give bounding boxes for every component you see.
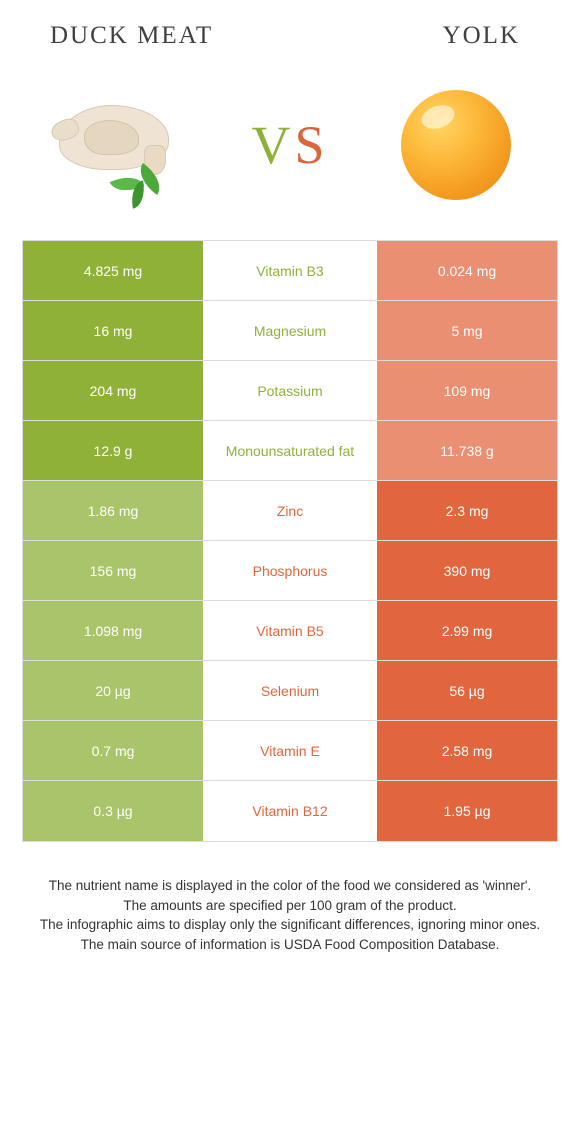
nutrient-label: Phosphorus: [203, 541, 377, 600]
right-value: 2.58 mg: [377, 721, 557, 780]
left-value: 0.7 mg: [23, 721, 203, 780]
right-value: 2.3 mg: [377, 481, 557, 540]
right-value: 109 mg: [377, 361, 557, 420]
table-row: 0.7 mgVitamin E2.58 mg: [23, 721, 557, 781]
food-right-title: YOLK: [443, 22, 520, 50]
left-value: 1.86 mg: [23, 481, 203, 540]
table-row: 1.86 mgZinc2.3 mg: [23, 481, 557, 541]
left-value: 0.3 µg: [23, 781, 203, 841]
vs-v: V: [251, 115, 294, 175]
left-value: 16 mg: [23, 301, 203, 360]
footer-line: The infographic aims to display only the…: [32, 915, 548, 935]
footer-line: The nutrient name is displayed in the co…: [32, 876, 548, 896]
left-value: 204 mg: [23, 361, 203, 420]
left-value: 20 µg: [23, 661, 203, 720]
left-value: 12.9 g: [23, 421, 203, 480]
nutrient-label: Vitamin B3: [203, 241, 377, 300]
table-row: 12.9 gMonounsaturated fat11.738 g: [23, 421, 557, 481]
table-row: 1.098 mgVitamin B52.99 mg: [23, 601, 557, 661]
table-row: 204 mgPotassium109 mg: [23, 361, 557, 421]
footer-line: The main source of information is USDA F…: [32, 935, 548, 955]
nutrient-label: Potassium: [203, 361, 377, 420]
left-value: 1.098 mg: [23, 601, 203, 660]
right-value: 56 µg: [377, 661, 557, 720]
table-row: 4.825 mgVitamin B30.024 mg: [23, 241, 557, 301]
comparison-table: 4.825 mgVitamin B30.024 mg16 mgMagnesium…: [22, 240, 558, 842]
table-row: 20 µgSelenium56 µg: [23, 661, 557, 721]
right-value: 0.024 mg: [377, 241, 557, 300]
nutrient-label: Vitamin B5: [203, 601, 377, 660]
nutrient-label: Vitamin B12: [203, 781, 377, 841]
vs-label: VS: [251, 114, 328, 176]
table-row: 16 mgMagnesium5 mg: [23, 301, 557, 361]
header-titles: DUCK MEAT YOLK: [0, 0, 580, 60]
table-row: 0.3 µgVitamin B121.95 µg: [23, 781, 557, 841]
vs-s: S: [294, 115, 328, 175]
right-value: 2.99 mg: [377, 601, 557, 660]
table-row: 156 mgPhosphorus390 mg: [23, 541, 557, 601]
left-value: 156 mg: [23, 541, 203, 600]
vs-row: VS: [0, 60, 580, 240]
right-value: 1.95 µg: [377, 781, 557, 841]
duck-meat-image: [44, 80, 204, 210]
yolk-image: [376, 80, 536, 210]
right-value: 11.738 g: [377, 421, 557, 480]
nutrient-label: Monounsaturated fat: [203, 421, 377, 480]
footer-line: The amounts are specified per 100 gram o…: [32, 896, 548, 916]
footer-notes: The nutrient name is displayed in the co…: [0, 842, 580, 954]
nutrient-label: Selenium: [203, 661, 377, 720]
food-left-title: DUCK MEAT: [50, 22, 213, 50]
left-value: 4.825 mg: [23, 241, 203, 300]
nutrient-label: Magnesium: [203, 301, 377, 360]
right-value: 390 mg: [377, 541, 557, 600]
nutrient-label: Zinc: [203, 481, 377, 540]
nutrient-label: Vitamin E: [203, 721, 377, 780]
right-value: 5 mg: [377, 301, 557, 360]
